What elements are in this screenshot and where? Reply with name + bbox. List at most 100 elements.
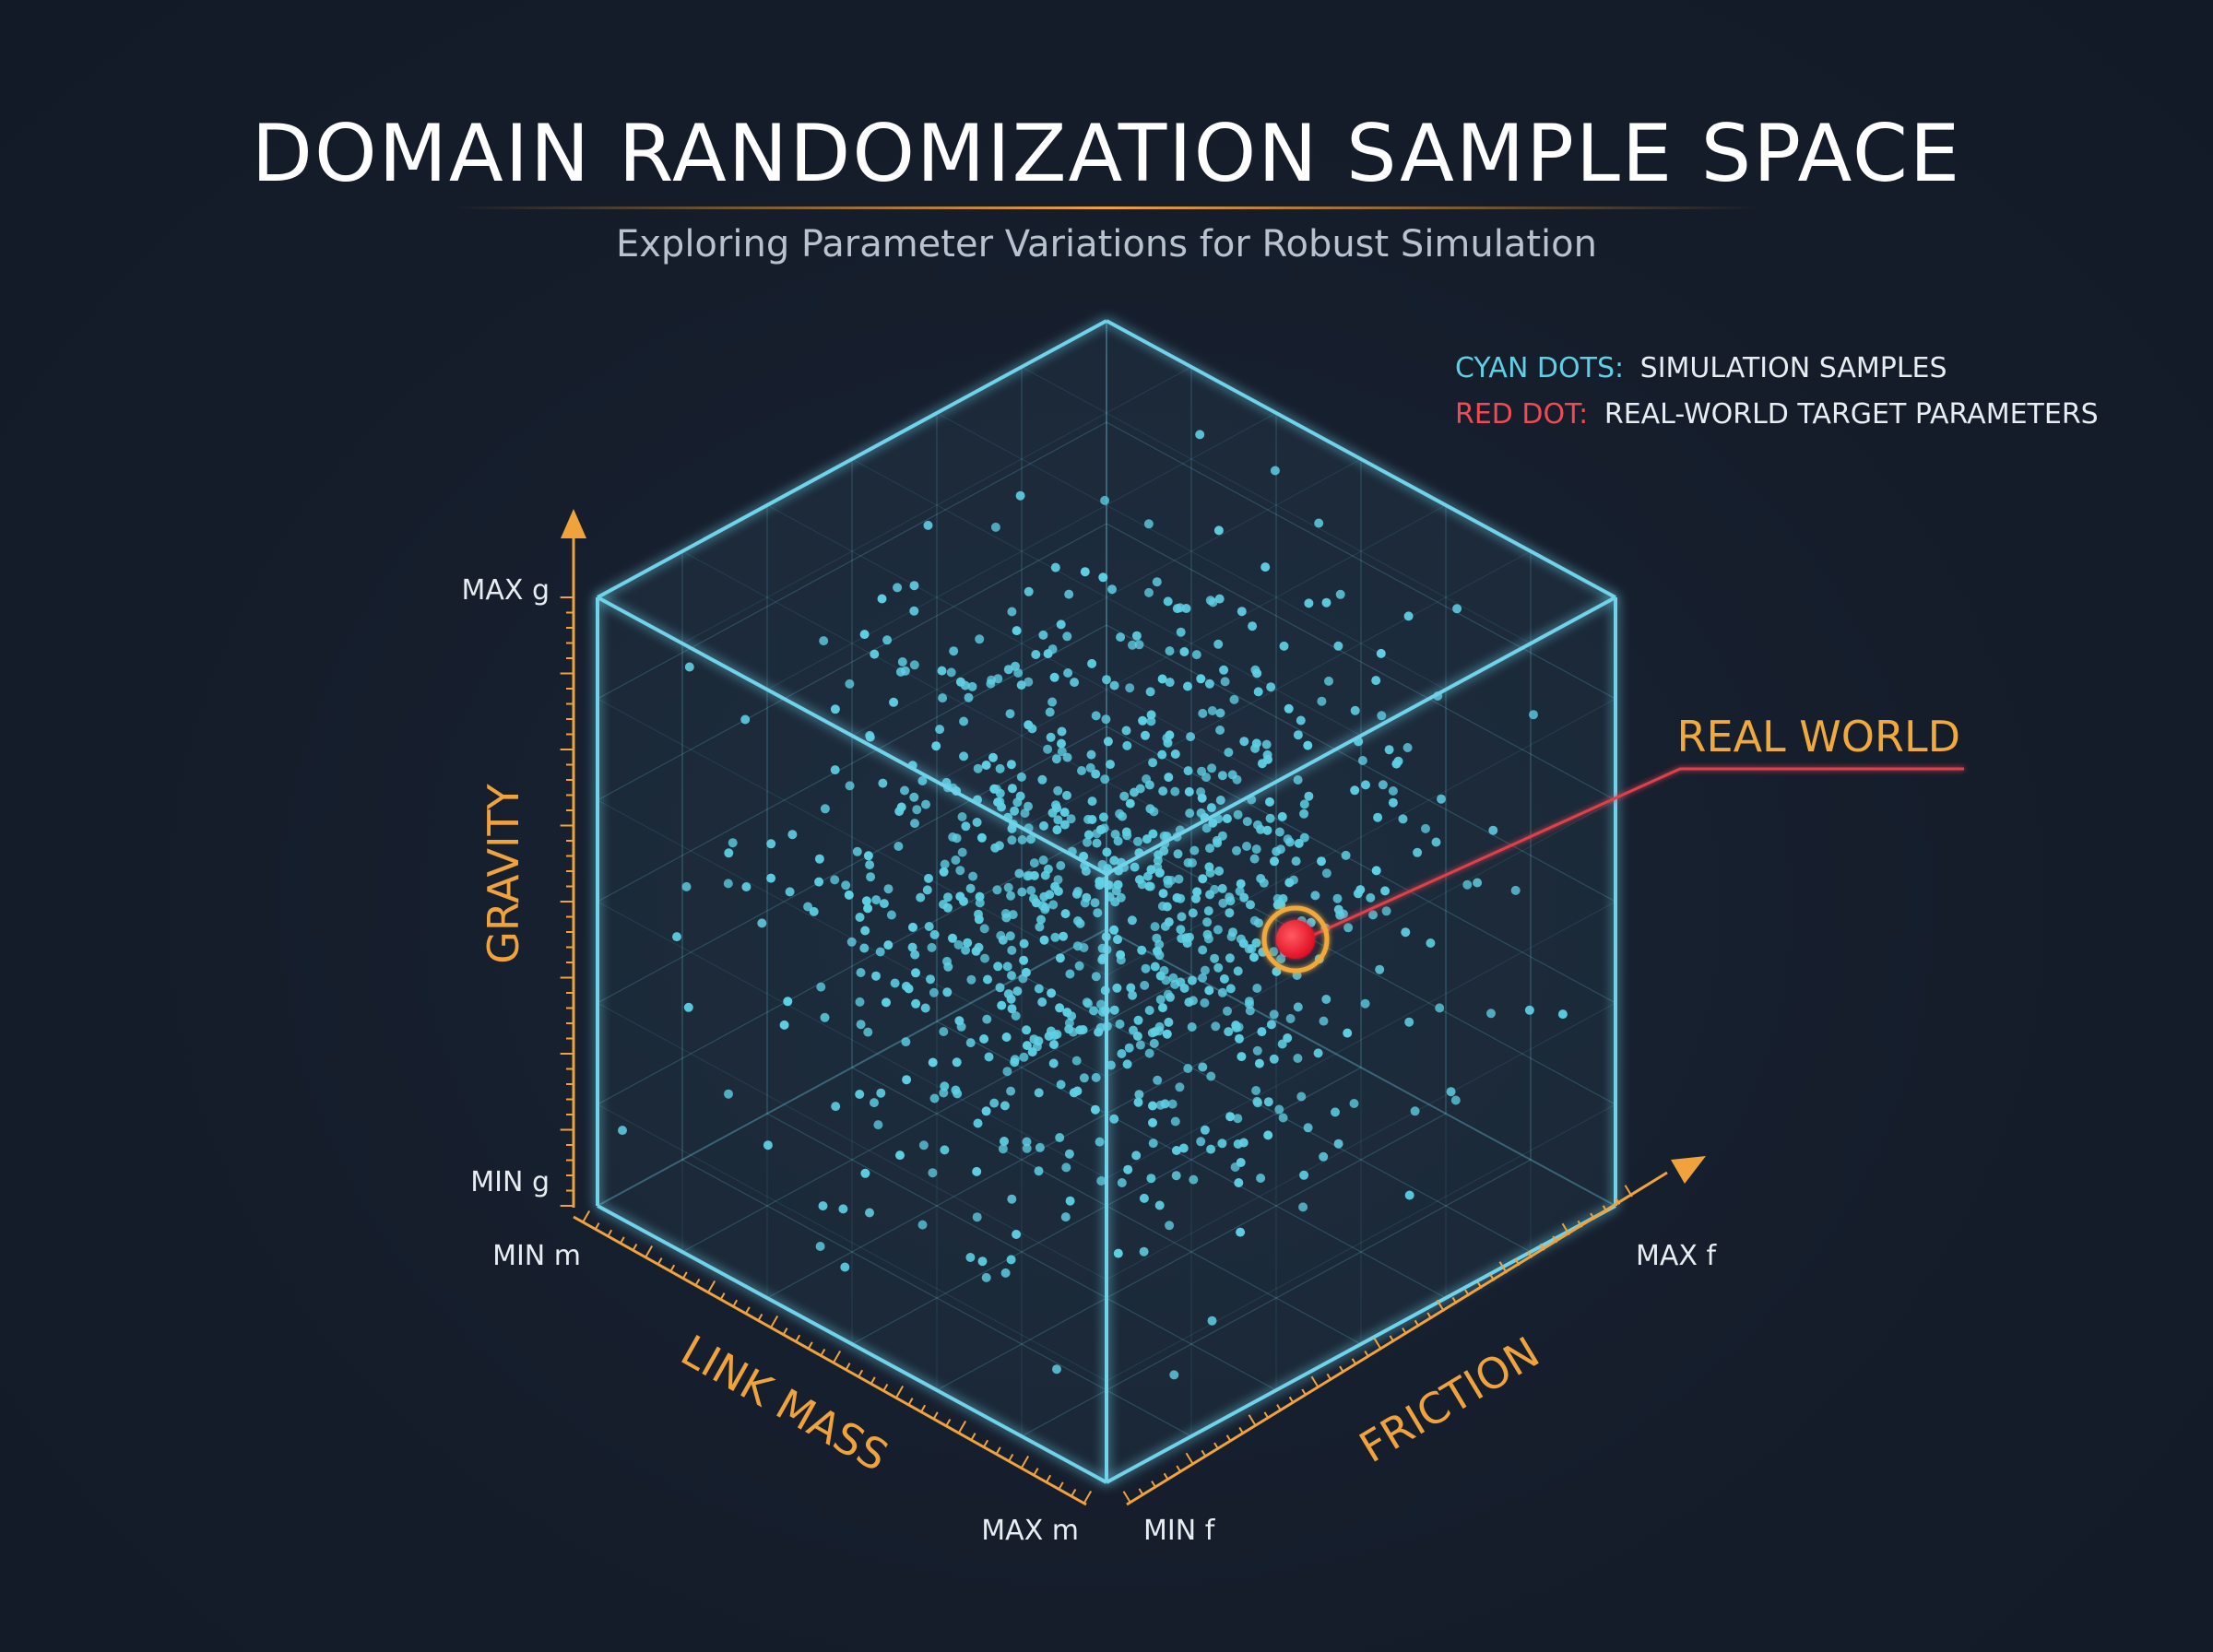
axis-tick [945, 1418, 952, 1426]
sample-dot [1413, 847, 1423, 857]
sample-dot [1010, 1057, 1020, 1068]
sample-dot [1006, 1255, 1016, 1265]
sample-dot [783, 997, 793, 1007]
header: DOMAIN RANDOMIZATION SAMPLE SPACE Explor… [252, 108, 1960, 266]
sample-dot [1039, 820, 1048, 831]
legend-red-entry: RED DOT: REAL-WORLD TARGET PARAMETERS [1455, 398, 2099, 431]
callout-leader-line [1305, 767, 1964, 940]
sample-dot [1034, 1166, 1044, 1176]
sample-dot [968, 871, 978, 881]
sample-dot [830, 704, 840, 714]
sample-dot [1134, 640, 1144, 650]
friction-axis-line [1126, 1171, 1668, 1506]
sample-dot [1189, 1174, 1199, 1185]
sample-dot [1269, 947, 1279, 957]
sample-dot [1220, 677, 1230, 687]
sample-dot [1185, 808, 1195, 819]
sample-dot [1299, 799, 1309, 809]
sample-dot [1350, 785, 1360, 796]
legend-red-text: REAL-WORLD TARGET PARAMETERS [1604, 398, 2099, 431]
sample-dot [1284, 703, 1294, 714]
sample-dot [1162, 733, 1172, 743]
sample-dot [1045, 707, 1055, 717]
sample-dot [1169, 1370, 1179, 1380]
sample-dot [1145, 687, 1155, 697]
axis-tick [1201, 1449, 1207, 1457]
sample-dot [1053, 785, 1063, 796]
sample-dot [1198, 973, 1208, 983]
sample-dot [1095, 877, 1105, 887]
sample-dot [1213, 838, 1223, 848]
sample-dot [940, 1145, 950, 1155]
sample-dot [1296, 715, 1306, 726]
sample-dot [1101, 714, 1111, 725]
sample-dot [1198, 708, 1208, 718]
sample-dot [1164, 773, 1174, 783]
sample-dot [1213, 639, 1224, 649]
sample-dot [1176, 627, 1186, 637]
sample-dot [1034, 984, 1044, 994]
sample-dot [779, 1020, 789, 1030]
real-world-callout: REAL WORLD [1305, 712, 1964, 940]
sample-dot [1079, 1073, 1089, 1083]
axis-tick [1389, 1335, 1395, 1343]
sample-dot [1488, 825, 1498, 835]
sample-dot [890, 978, 900, 988]
sample-dot [1047, 697, 1058, 707]
sample-dot [1217, 987, 1227, 997]
sample-dot [1095, 1022, 1106, 1032]
sample-dot [1236, 934, 1246, 944]
sample-dot [910, 950, 920, 960]
sample-dot [1163, 989, 1173, 999]
sample-dot [938, 693, 948, 703]
sample-dot [1003, 665, 1013, 675]
axis-tick [1436, 1299, 1445, 1313]
sample-dot [852, 846, 862, 856]
sample-dot [1158, 889, 1168, 899]
sample-dot [977, 1257, 988, 1267]
sample-dot [1398, 814, 1408, 824]
sample-dot [1293, 730, 1303, 740]
sample-dot [1239, 737, 1249, 747]
sample-dot [951, 856, 961, 865]
sample-dot [1102, 675, 1111, 685]
sample-dot [917, 1220, 928, 1230]
sample-dot [1236, 879, 1246, 889]
sample-dot [964, 692, 974, 702]
axis-tick [1122, 1491, 1131, 1504]
sample-dot [1174, 874, 1184, 884]
cube-edge [1106, 319, 1616, 599]
sample-dot [1074, 961, 1084, 971]
axis-tick [757, 1313, 763, 1321]
sample-dot [1299, 1170, 1309, 1180]
sample-dot [1283, 834, 1293, 844]
sample-dot [1207, 1316, 1217, 1326]
sample-dot [922, 885, 932, 895]
axis-tick [1451, 1296, 1458, 1304]
sample-dot [909, 606, 919, 616]
sample-dot [1093, 908, 1103, 918]
sample-dot [1251, 1086, 1261, 1095]
sample-dot [953, 939, 964, 950]
axis-tick [732, 1299, 739, 1307]
sample-dot [1233, 1139, 1243, 1149]
sample-dot [820, 1012, 830, 1022]
sample-dot [1135, 1040, 1145, 1050]
sample-dot [1029, 893, 1038, 903]
sample-dot [1021, 967, 1031, 977]
sample-dot [1113, 879, 1123, 890]
axis-tick [1288, 1396, 1295, 1404]
sample-dot [975, 898, 985, 908]
sample-dot [1198, 1062, 1208, 1072]
sample-dot [1052, 803, 1062, 813]
sample-dot [909, 660, 919, 670]
sample-dot [1091, 711, 1101, 721]
sample-dot [1155, 995, 1166, 1005]
axis-tick [1498, 1261, 1508, 1274]
sample-dot [861, 896, 871, 906]
sample-dot [973, 763, 983, 773]
sample-dot [809, 906, 819, 916]
sample-dot [998, 1144, 1008, 1154]
sample-dot [1248, 621, 1258, 631]
cube-edge [1106, 596, 1616, 876]
